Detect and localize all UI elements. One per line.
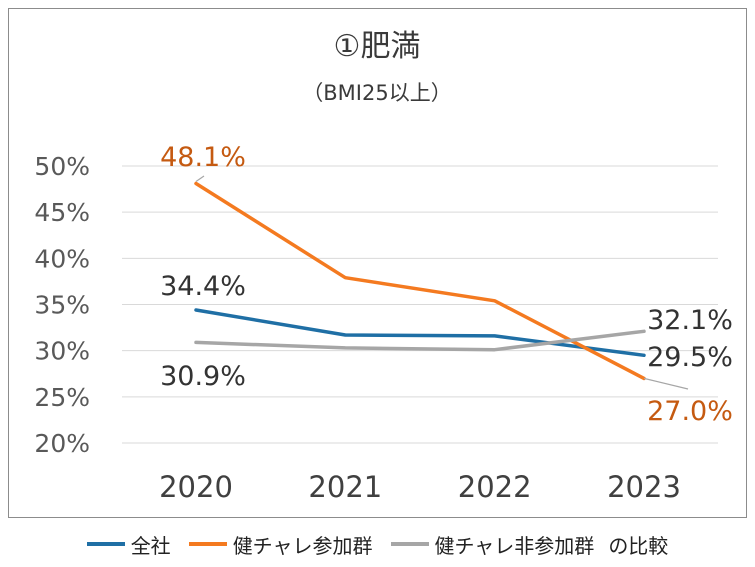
legend-suffix: の比較 [608,533,669,558]
y-tick-label: 50% [34,152,90,181]
leader-line [643,377,689,390]
legend-item-non-participants: 健チャレ非参加群 [390,530,595,559]
y-tick-label: 25% [34,383,90,412]
y-tick-label: 35% [34,291,90,320]
series-line [194,329,646,352]
data-label: 32.1% [647,305,733,336]
data-label: 27.0% [647,396,733,427]
x-tick-label: 2023 [607,470,681,504]
legend-label-non-participants: 健チャレ非参加群 [434,533,595,558]
line-chart: ①肥満 （BMI25以上） 20% 25% 30% 35% 40% 45% 50% 2020 202… [34,29,733,504]
y-tick-label: 40% [34,244,90,273]
y-tick-label: 20% [34,429,90,458]
data-label: 29.5% [647,342,733,373]
data-label: 30.9% [160,361,246,392]
data-label: 34.4% [160,271,246,302]
chart-subtitle: （BMI25以上） [302,81,451,105]
legend-item-all: 全社 [86,530,171,559]
legend-swatch-participants [188,542,227,546]
leader-line [195,175,205,183]
chart-frame [8,8,747,518]
legend-label-participants: 健チャレ参加群 [232,533,373,558]
series-line [194,308,646,358]
y-tick-label: 45% [34,198,90,227]
chart-title: ①肥満 [334,29,421,64]
legend-item-participants: 健チャレ参加群 [188,530,373,559]
legend-swatch-all [86,542,125,546]
data-label: 48.1% [160,142,246,173]
legend: 全社 健チャレ参加群 健チャレ非参加群 の比較 [0,526,755,562]
x-tick-label: 2022 [458,470,532,504]
y-tick-label: 30% [34,337,90,366]
x-tick-label: 2021 [308,470,382,504]
legend-label-all: 全社 [130,533,171,558]
x-tick-label: 2020 [159,470,233,504]
legend-swatch-non-participants [390,542,429,546]
